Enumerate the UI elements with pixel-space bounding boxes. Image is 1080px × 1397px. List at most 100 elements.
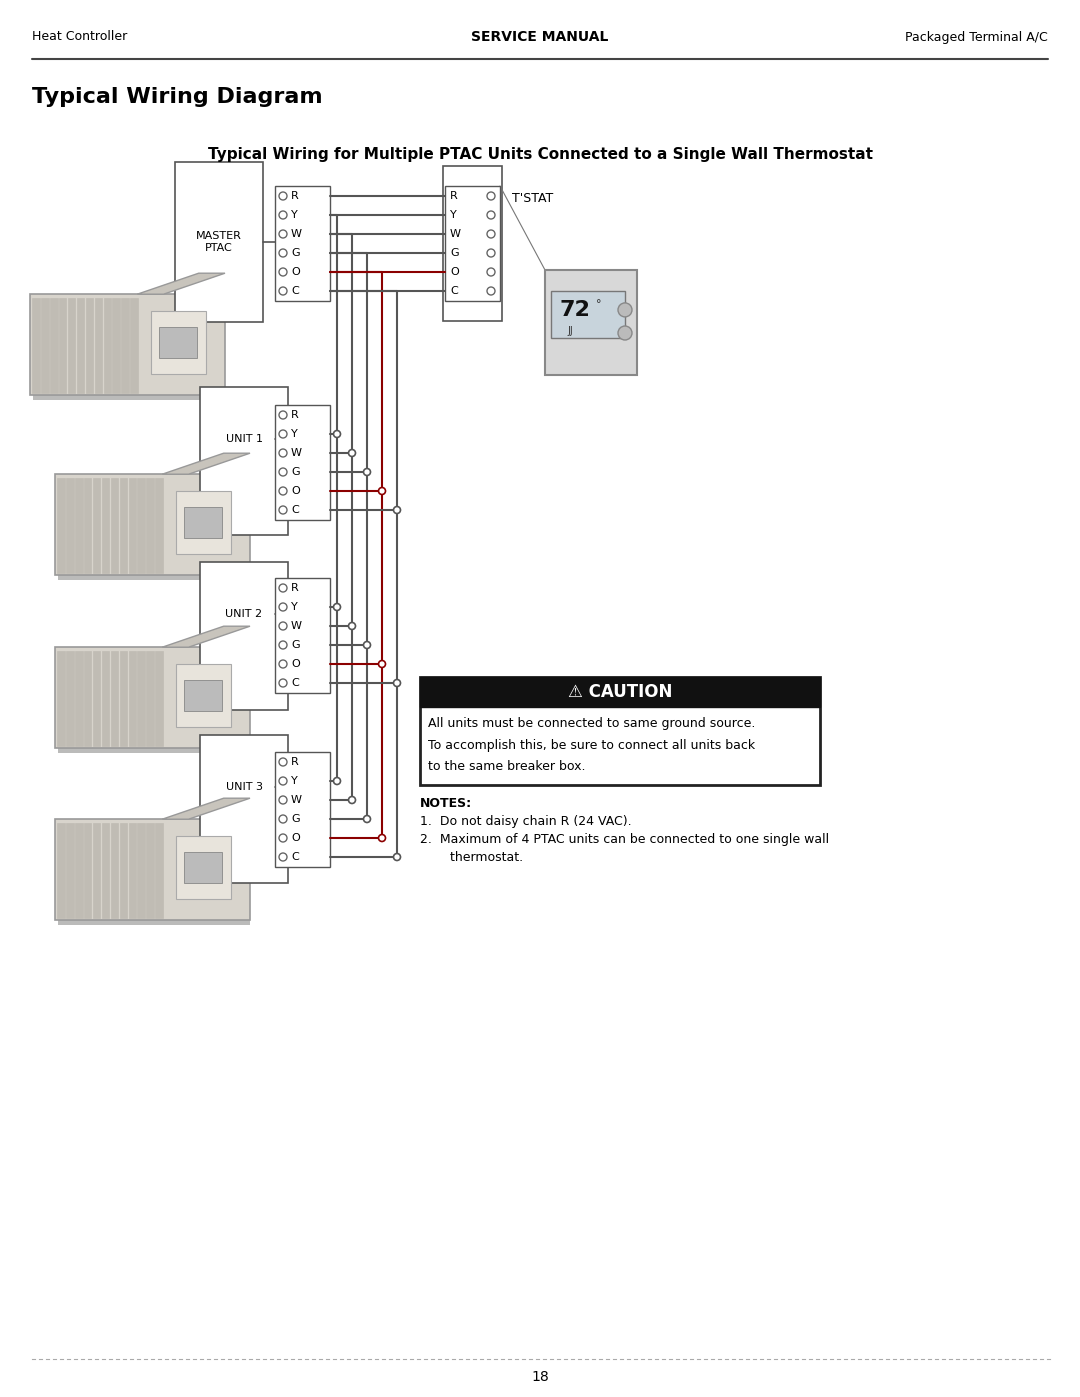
Bar [93,651,100,746]
Bar [102,478,109,573]
Text: To accomplish this, be sure to connect all units back: To accomplish this, be sure to connect a… [428,739,755,752]
Circle shape [334,604,340,610]
Bar [147,478,154,573]
Circle shape [618,303,632,317]
Circle shape [487,191,495,200]
Bar [66,478,73,573]
Bar [58,574,249,580]
Circle shape [279,506,287,514]
Text: Typical Wiring for Multiple PTAC Units Connected to a Single Wall Thermostat: Typical Wiring for Multiple PTAC Units C… [207,148,873,162]
Bar [184,680,222,711]
Bar [176,490,230,555]
Circle shape [279,448,287,457]
Bar [120,651,127,746]
Text: Heat Controller: Heat Controller [32,31,127,43]
Bar [68,298,76,393]
Circle shape [487,286,495,295]
Bar [137,478,145,573]
Bar [58,298,67,393]
Bar [156,823,163,918]
Bar [55,819,249,921]
Bar [176,835,230,900]
Circle shape [378,488,386,495]
Bar [131,298,138,393]
Bar [30,295,225,395]
Text: W: W [450,229,461,239]
Bar [120,478,127,573]
Text: O: O [291,486,300,496]
Bar [32,298,40,393]
Bar [57,478,65,573]
Circle shape [349,796,355,803]
Circle shape [279,759,287,766]
Text: ⚠ CAUTION: ⚠ CAUTION [568,683,672,701]
Text: G: G [291,249,299,258]
Circle shape [279,268,287,277]
Bar [66,823,73,918]
Circle shape [393,679,401,686]
Circle shape [487,211,495,219]
Polygon shape [162,453,249,474]
Circle shape [279,814,287,823]
Bar [151,312,205,374]
Bar [55,474,249,576]
Bar [104,298,111,393]
Bar [55,647,249,747]
Bar [66,651,73,746]
Circle shape [279,488,287,495]
Bar [137,823,145,918]
Circle shape [279,641,287,650]
Text: 18: 18 [531,1370,549,1384]
Circle shape [618,326,632,339]
Circle shape [279,584,287,592]
Circle shape [279,411,287,419]
Bar [129,823,136,918]
Bar [75,823,82,918]
Text: C: C [291,678,299,687]
Bar [33,394,225,400]
Bar [129,651,136,746]
Circle shape [279,211,287,219]
Bar [121,298,129,393]
Bar [120,823,127,918]
Circle shape [279,430,287,439]
Text: W: W [291,448,302,458]
Bar [57,651,65,746]
Text: O: O [291,833,300,842]
Bar [545,270,637,374]
Text: thermostat.: thermostat. [430,851,523,863]
Text: G: G [450,249,459,258]
Text: R: R [450,191,458,201]
Bar [275,405,330,520]
Text: Typical Wiring Diagram: Typical Wiring Diagram [32,87,323,108]
Circle shape [487,268,495,277]
Circle shape [279,249,287,257]
Text: 1.  Do not daisy chain R (24 VAC).: 1. Do not daisy chain R (24 VAC). [420,814,632,828]
Bar [84,478,92,573]
Text: All units must be connected to same ground source.: All units must be connected to same grou… [428,717,755,729]
Bar [95,298,103,393]
Circle shape [279,854,287,861]
Bar [85,298,93,393]
Bar [275,186,330,300]
Bar [551,291,625,338]
Circle shape [279,796,287,805]
Text: Y: Y [291,429,298,439]
Bar [41,298,49,393]
Text: W: W [291,622,302,631]
Circle shape [279,679,287,687]
Bar [75,651,82,746]
Polygon shape [162,798,249,819]
Text: C: C [291,286,299,296]
Text: O: O [291,267,300,277]
Bar [102,651,109,746]
Bar [420,678,820,707]
Bar [147,823,154,918]
Circle shape [349,450,355,457]
Bar [110,823,119,918]
Bar [102,823,109,918]
Polygon shape [137,274,225,295]
Circle shape [364,816,370,823]
Bar [420,678,820,785]
Text: W: W [291,795,302,805]
